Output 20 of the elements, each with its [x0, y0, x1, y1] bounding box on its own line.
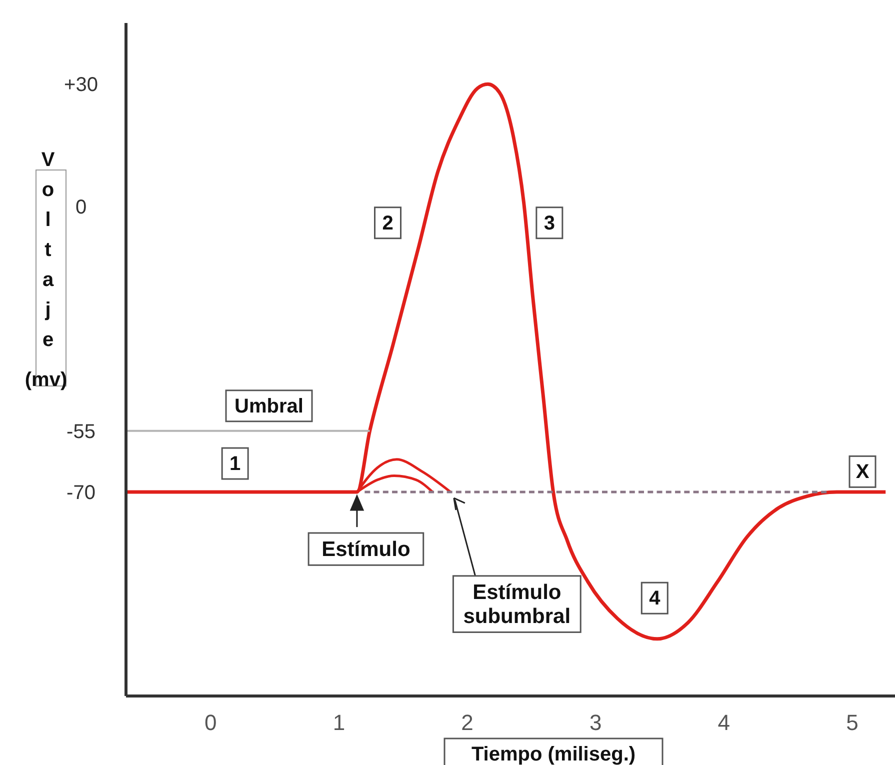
x-tick-label: 1 — [332, 710, 346, 735]
annotation: 1 — [230, 453, 241, 476]
y-tick-label: -70 — [66, 482, 96, 504]
annotation: 3 — [544, 212, 555, 234]
y-axis-title: Voltaje (mv) — [24, 149, 68, 391]
annotation: Estímulo subumbral — [463, 580, 571, 628]
series-label: Umbral — [234, 395, 304, 418]
annotation: 2 — [382, 212, 394, 234]
x-tick-label: 3 — [589, 710, 602, 735]
x-tick-label: 2 — [461, 710, 474, 735]
x-tick-label: 0 — [204, 710, 217, 735]
x-tick-label: 4 — [718, 710, 730, 735]
x-axis-title: Tiempo (miliseg.) — [471, 744, 636, 765]
y-tick-label: -55 — [66, 420, 96, 443]
y-tick-label: 0 — [75, 196, 87, 219]
annotation: 4 — [649, 588, 662, 610]
annotation: X — [856, 461, 870, 484]
y-tick-label: +30 — [64, 74, 98, 96]
x-tick-label: 5 — [846, 710, 858, 735]
annotation: Estímulo — [322, 538, 410, 561]
